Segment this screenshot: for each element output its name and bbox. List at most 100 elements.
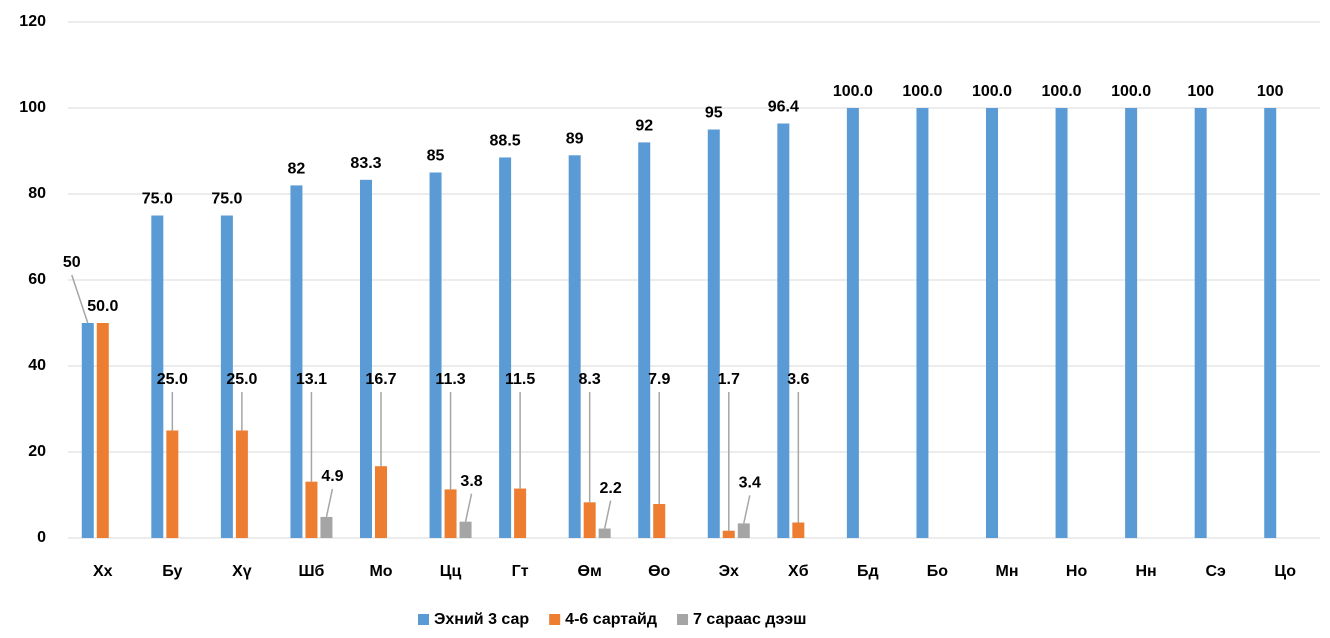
data-label: 3.4 [739, 475, 761, 492]
bar [583, 502, 596, 538]
data-label: 100.0 [833, 83, 873, 100]
legend-label: 4-6 сартайд [565, 611, 657, 628]
data-label: 100.0 [902, 83, 942, 100]
data-label: 82 [288, 161, 306, 178]
data-label: 75.0 [211, 191, 242, 208]
data-label: 7.9 [648, 371, 670, 388]
bar [444, 489, 457, 538]
bar [653, 504, 666, 538]
data-label: 11.3 [435, 371, 465, 388]
bar [638, 142, 651, 538]
y-tick-label: 100 [19, 99, 46, 116]
bar [429, 172, 442, 538]
x-tick-label: Бо [927, 563, 949, 580]
x-tick-label: Сэ [1205, 563, 1226, 580]
x-tick-label: Эх [719, 563, 739, 580]
x-tick-label: Цц [440, 563, 462, 580]
bar [707, 129, 720, 538]
data-label: 88.5 [490, 133, 521, 150]
x-tick-label: Хх [93, 563, 113, 580]
bar [305, 481, 318, 538]
x-tick-label: Нн [1136, 563, 1157, 580]
y-tick-label: 0 [37, 529, 46, 546]
data-label: 50 [63, 254, 81, 271]
data-label: 83.3 [350, 155, 381, 172]
data-label: 2.2 [600, 480, 622, 497]
bar [1264, 108, 1277, 538]
data-label: 16.7 [365, 371, 396, 388]
x-tick-label: Бу [162, 563, 182, 580]
data-label: 13.1 [296, 371, 327, 388]
legend-swatch [549, 614, 561, 625]
y-tick-label: 60 [28, 271, 46, 288]
data-label: 8.3 [579, 371, 601, 388]
bar [1055, 108, 1068, 538]
data-label: 25.0 [157, 371, 188, 388]
x-tick-label: Мн [996, 563, 1019, 580]
bar [846, 108, 859, 538]
bar [360, 179, 372, 538]
bar [792, 522, 805, 538]
data-label: 100.0 [972, 83, 1012, 100]
data-label: 25.0 [226, 371, 257, 388]
bar [1194, 108, 1207, 538]
bar [499, 157, 512, 538]
bar [151, 215, 164, 538]
bar [737, 523, 750, 538]
data-label: 100 [1187, 83, 1214, 100]
leader-line [743, 495, 751, 524]
bar [459, 521, 472, 538]
x-tick-label: Хү [232, 563, 252, 580]
legend-swatch [418, 614, 429, 625]
bar [598, 528, 611, 538]
data-label: 85 [427, 148, 445, 165]
legend-label: 7 сараас дээш [693, 611, 806, 628]
legend-label: Эхний 3 сар [434, 611, 529, 628]
bar [81, 323, 94, 538]
x-tick-label: Хб [788, 563, 809, 580]
leader-line [603, 500, 612, 529]
bar [235, 430, 248, 538]
bar [568, 155, 581, 539]
bar [166, 430, 179, 538]
data-label: 100.0 [1111, 83, 1151, 100]
x-tick-label: Гт [512, 563, 529, 580]
bar [96, 323, 109, 538]
x-tick-label: Но [1066, 563, 1088, 580]
x-tick-label: Мо [369, 563, 392, 580]
data-label: 96.4 [768, 99, 799, 116]
bar [722, 530, 735, 538]
bar [986, 108, 998, 538]
y-tick-label: 120 [19, 13, 46, 30]
leader-line [71, 274, 89, 324]
data-label: 100 [1257, 83, 1284, 100]
y-tick-label: 80 [28, 185, 46, 202]
y-tick-label: 20 [28, 443, 46, 460]
data-label: 92 [635, 118, 653, 135]
y-tick-label: 40 [28, 357, 46, 374]
data-label: 3.6 [787, 371, 809, 388]
x-tick-label: Бд [857, 563, 879, 580]
data-label: 4.9 [321, 468, 343, 485]
x-tick-label: Шб [298, 563, 324, 580]
bar [514, 488, 527, 538]
data-label: 100.0 [1042, 83, 1082, 100]
bar [777, 123, 790, 538]
bar [375, 466, 387, 538]
bar [1125, 108, 1138, 538]
data-label: 89 [566, 131, 584, 148]
data-label: 1.7 [718, 371, 740, 388]
bar [290, 185, 303, 538]
bar [220, 215, 233, 538]
bar [320, 516, 333, 538]
legend-swatch [677, 614, 689, 625]
bar [916, 108, 929, 538]
data-label: 11.5 [505, 371, 535, 388]
leader-line [464, 493, 473, 522]
data-label: 3.8 [460, 473, 482, 490]
leader-line [325, 488, 334, 518]
x-tick-label: Цо [1274, 563, 1296, 580]
data-label: 75.0 [142, 191, 173, 208]
x-tick-label: Өм [578, 563, 602, 580]
